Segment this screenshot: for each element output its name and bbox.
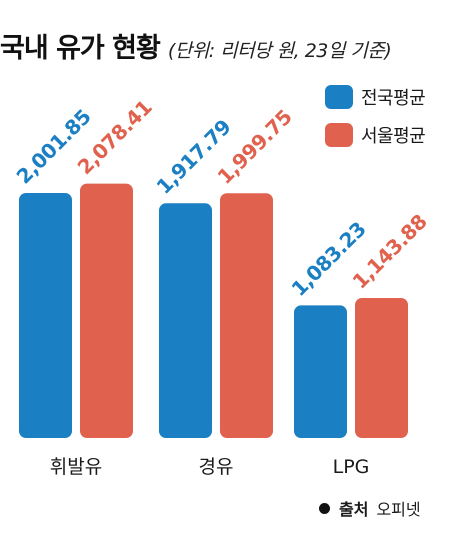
data-label-national-2: 1,083.23 <box>287 217 371 301</box>
bullet-icon <box>319 502 330 514</box>
legend-item-seoul: 서울평균 <box>325 120 426 150</box>
chart-subtitle: (단위: 리터당 원, 23일 기준) <box>167 40 392 62</box>
chart-legend: 전국평균 서울평균 <box>325 82 426 158</box>
category-label-0: 휘발유 <box>50 456 102 478</box>
bar-seoul-0 <box>80 183 133 438</box>
legend-label-seoul: 서울평균 <box>361 126 426 147</box>
chart-title: 국내 유가 현황 (단위: 리터당 원, 23일 기준) <box>0 26 392 65</box>
bar-national-2 <box>294 305 347 438</box>
category-label-1: 경유 <box>199 456 234 478</box>
data-label-seoul-2: 1,143.88 <box>348 210 432 294</box>
bar-national-1 <box>159 203 212 438</box>
legend-label-national: 전국평균 <box>361 88 426 109</box>
data-label-seoul-1: 1,999.75 <box>213 105 297 189</box>
source-label: 출처 <box>339 500 369 519</box>
source-note: 출처 오피넷 <box>319 496 421 520</box>
legend-item-national: 전국평균 <box>325 82 426 112</box>
data-label-national-1: 1,917.79 <box>152 115 236 199</box>
chart-title-text: 국내 유가 현황 <box>0 33 161 64</box>
bar-national-0 <box>19 192 72 438</box>
data-label-national-0: 2,001.85 <box>12 105 96 189</box>
source-value: 오피넷 <box>376 500 421 519</box>
bar-seoul-1 <box>220 193 273 438</box>
legend-swatch-seoul <box>325 123 353 147</box>
category-label-2: LPG <box>333 456 370 478</box>
data-label-seoul-0: 2,078.41 <box>73 95 157 179</box>
bar-seoul-2 <box>355 297 408 438</box>
legend-swatch-national <box>325 85 353 109</box>
